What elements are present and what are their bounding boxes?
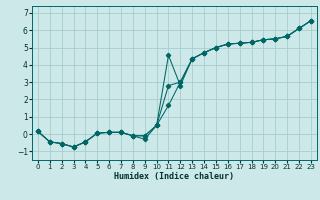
X-axis label: Humidex (Indice chaleur): Humidex (Indice chaleur) — [115, 172, 234, 181]
